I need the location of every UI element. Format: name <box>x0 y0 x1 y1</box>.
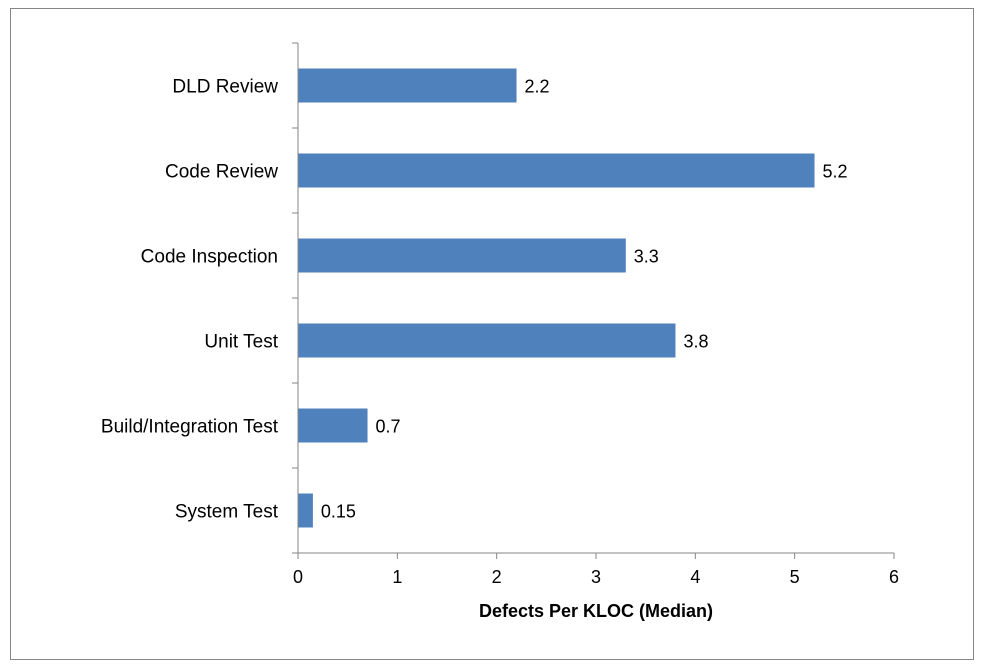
bar <box>298 493 313 528</box>
bar <box>298 238 626 273</box>
data-label: 3.3 <box>634 247 659 267</box>
bar <box>298 323 676 358</box>
bar <box>298 153 815 188</box>
x-tick-label: 5 <box>790 567 800 587</box>
data-label: 5.2 <box>823 162 848 182</box>
x-tick-label: 6 <box>889 567 899 587</box>
data-label: 3.8 <box>683 332 708 352</box>
bar <box>298 68 517 103</box>
axes <box>292 42 895 559</box>
data-label: 2.2 <box>525 77 550 97</box>
category-label: Build/Integration Test <box>101 417 279 438</box>
category-label: DLD Review <box>172 77 278 98</box>
x-tick-label: 3 <box>591 567 601 587</box>
category-label: Code Inspection <box>141 247 278 268</box>
x-axis-title: Defects Per KLOC (Median) <box>479 601 713 621</box>
bar <box>298 408 368 443</box>
x-tick-label: 4 <box>690 567 700 587</box>
data-label: 0.15 <box>321 502 356 522</box>
labels: 0 1 2 3 4 5 6 DLD Review 2.2 Code Review 5.2 Code I… <box>101 77 899 588</box>
category-label: Code Review <box>165 162 278 183</box>
x-tick-label: 2 <box>492 567 502 587</box>
data-label: 0.7 <box>376 417 401 437</box>
category-label: Unit Test <box>204 332 278 353</box>
category-label: System Test <box>175 502 279 523</box>
bars <box>298 68 815 528</box>
x-tick-label: 1 <box>392 567 402 587</box>
x-tick-label: 0 <box>293 567 303 587</box>
